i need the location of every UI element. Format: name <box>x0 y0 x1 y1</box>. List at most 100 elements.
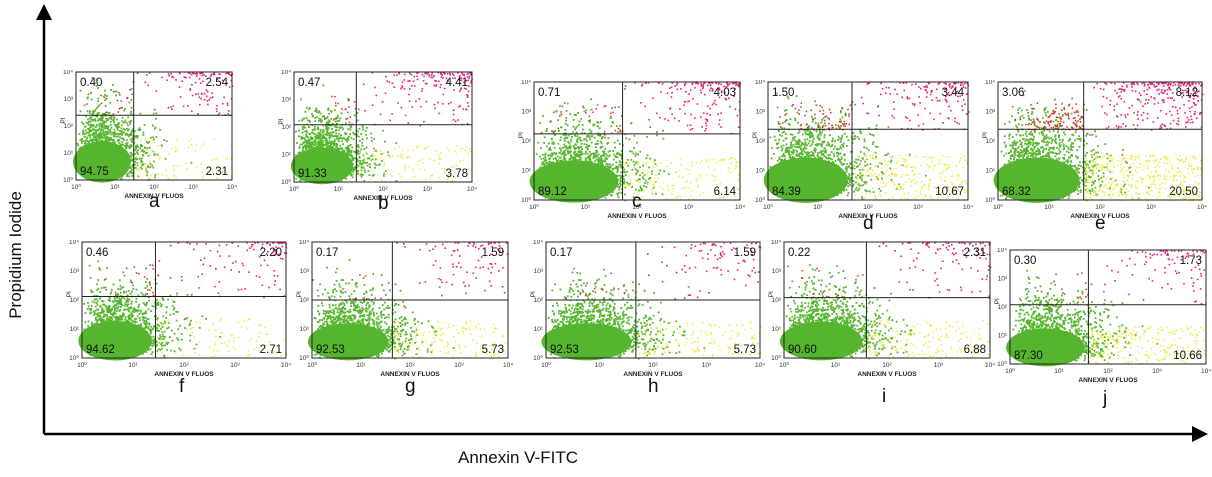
y-tick-label: 10⁰ <box>771 354 781 362</box>
x-tick-label: 10¹ <box>334 186 344 193</box>
y-tick-label: 10¹ <box>998 333 1008 340</box>
quadrant-upper-right-value: 1.73 <box>1180 255 1202 267</box>
y-tick-label: 10³ <box>300 268 310 275</box>
y-tick-label: 10⁰ <box>997 360 1007 368</box>
y-tick-label: 10³ <box>772 268 782 275</box>
x-tick-label: 10² <box>149 184 159 191</box>
x-tick-label: 10¹ <box>1054 368 1064 375</box>
x-tick-label: 10⁰ <box>529 203 539 211</box>
quadrant-lower-right-value: 2.71 <box>260 344 282 356</box>
y-tick-label: 10³ <box>70 268 80 275</box>
y-tick-label: 10¹ <box>772 326 782 333</box>
quadrant-lower-right-value: 10.67 <box>935 186 964 198</box>
panel-y-axis-label: PI <box>994 298 1001 304</box>
dot-cloud <box>78 242 287 360</box>
quadrant-upper-left-value: 3.06 <box>1002 87 1024 99</box>
panel-y-axis-label: PI <box>982 132 989 138</box>
x-tick-label: 10⁰ <box>993 203 1003 211</box>
x-tick-label: 10³ <box>423 186 433 193</box>
y-tick-label: 10⁰ <box>63 176 73 184</box>
quadrant-upper-left-value: 0.40 <box>80 77 102 89</box>
quadrant-lower-left-value: 92.53 <box>316 344 345 356</box>
quadrant-upper-left-value: 1.50 <box>772 87 794 99</box>
x-tick-label: 10⁴ <box>467 186 477 193</box>
panel-letter-j: j <box>1103 388 1107 410</box>
panel-x-axis-label: ANNEXIN V FLUOS <box>154 371 214 378</box>
x-tick-label: 10⁴ <box>963 204 973 211</box>
quadrant-lower-left-value: 92.53 <box>550 344 579 356</box>
panel-j: 0.30 1.7387.30 10.6610⁰10⁰10¹10¹10²10²10³1… <box>992 248 1212 386</box>
quadrant-lower-right-value: 20.50 <box>1169 186 1198 198</box>
quadrant-upper-left-value: 0.30 <box>1014 255 1036 267</box>
y-tick-label: 10¹ <box>70 326 80 333</box>
quadrant-lower-right-value: 3.78 <box>446 168 468 180</box>
quadrant-lower-right-value: 6.14 <box>714 186 737 198</box>
x-tick-label: 10⁰ <box>541 361 551 369</box>
quadrant-upper-right-value: 1.59 <box>734 247 756 259</box>
quadrant-lower-left-value: 91.33 <box>298 168 327 180</box>
y-tick-label: 10³ <box>756 109 766 116</box>
y-tick-label: 10⁴ <box>533 240 543 246</box>
x-tick-label: 10³ <box>934 362 944 369</box>
x-tick-label: 10¹ <box>356 362 366 369</box>
y-tick-label: 10³ <box>986 109 996 116</box>
x-tick-label: 10² <box>378 186 388 193</box>
panel-y-axis-label: PI <box>752 132 759 138</box>
x-tick-label: 10⁰ <box>307 361 317 369</box>
panel-x-axis-label: ANNEXIN V FLUOS <box>607 213 667 220</box>
quadrant-upper-right-value: 4.41 <box>446 77 468 89</box>
y-tick-label: 10¹ <box>986 168 996 175</box>
y-tick-label: 10⁴ <box>281 70 291 76</box>
x-tick-label: 10³ <box>454 362 464 369</box>
quadrant-lower-right-value: 6.88 <box>964 344 986 356</box>
y-tick-label: 10¹ <box>756 168 766 175</box>
x-axis-title: Annexin V-FITC <box>458 448 578 468</box>
quadrant-lower-left-value: 84.39 <box>772 186 801 198</box>
panel-y-axis-label: PI <box>296 291 303 297</box>
panel-letter-b: b <box>378 193 389 215</box>
x-tick-label: 10⁴ <box>1197 204 1207 211</box>
y-tick-label: 10¹ <box>522 168 532 175</box>
x-tick-label: 10² <box>648 362 658 369</box>
x-tick-label: 10⁴ <box>227 184 237 191</box>
y-tick-label: 10¹ <box>534 326 544 333</box>
y-tick-label: 10³ <box>64 96 74 103</box>
quadrant-lower-right-value: 10.66 <box>1173 350 1202 362</box>
x-tick-label: 10³ <box>684 204 694 211</box>
y-tick-label: 10³ <box>534 268 544 275</box>
quadrant-lower-right-value: 5.73 <box>482 344 504 356</box>
y-tick-label: 10⁰ <box>521 196 531 204</box>
y-tick-label: 10⁰ <box>533 354 543 362</box>
x-tick-label: 10¹ <box>595 362 605 369</box>
x-tick-label: 10² <box>882 362 892 369</box>
quadrant-lower-left-value: 89.12 <box>538 186 567 198</box>
panel-y-axis-label: PI <box>518 132 525 138</box>
quadrant-lower-left-value: 87.30 <box>1014 350 1043 362</box>
x-tick-label: 10⁴ <box>1201 368 1211 375</box>
x-tick-label: 10⁰ <box>1005 367 1015 375</box>
dot-cloud <box>308 242 509 360</box>
x-tick-label: 10³ <box>702 362 712 369</box>
panel-letter-f: f <box>179 376 184 398</box>
quadrant-upper-right-value: 2.20 <box>260 247 282 259</box>
y-axis-title: Propidium Iodide <box>6 191 26 319</box>
panel-letter-d: d <box>863 213 874 235</box>
x-axis-arrow-icon <box>1192 426 1208 442</box>
y-tick-label: 10⁴ <box>985 80 995 86</box>
quadrant-upper-left-value: 0.46 <box>86 247 108 259</box>
panel-y-axis-label: PI <box>60 117 67 123</box>
y-tick-label: 10⁴ <box>63 70 73 76</box>
x-tick-label: 10¹ <box>110 184 120 191</box>
x-tick-label: 10² <box>863 204 873 211</box>
x-tick-label: 10³ <box>1152 368 1162 375</box>
quadrant-upper-right-value: 1.59 <box>482 247 504 259</box>
dot-cloud <box>542 242 762 360</box>
y-tick-label: 10¹ <box>64 150 74 157</box>
quadrant-lower-left-value: 90.60 <box>788 344 817 356</box>
quadrant-upper-left-value: 0.22 <box>788 247 810 259</box>
x-tick-label: 10⁰ <box>71 183 81 191</box>
y-tick-label: 10³ <box>282 97 292 104</box>
panel-letter-i: i <box>882 386 886 408</box>
